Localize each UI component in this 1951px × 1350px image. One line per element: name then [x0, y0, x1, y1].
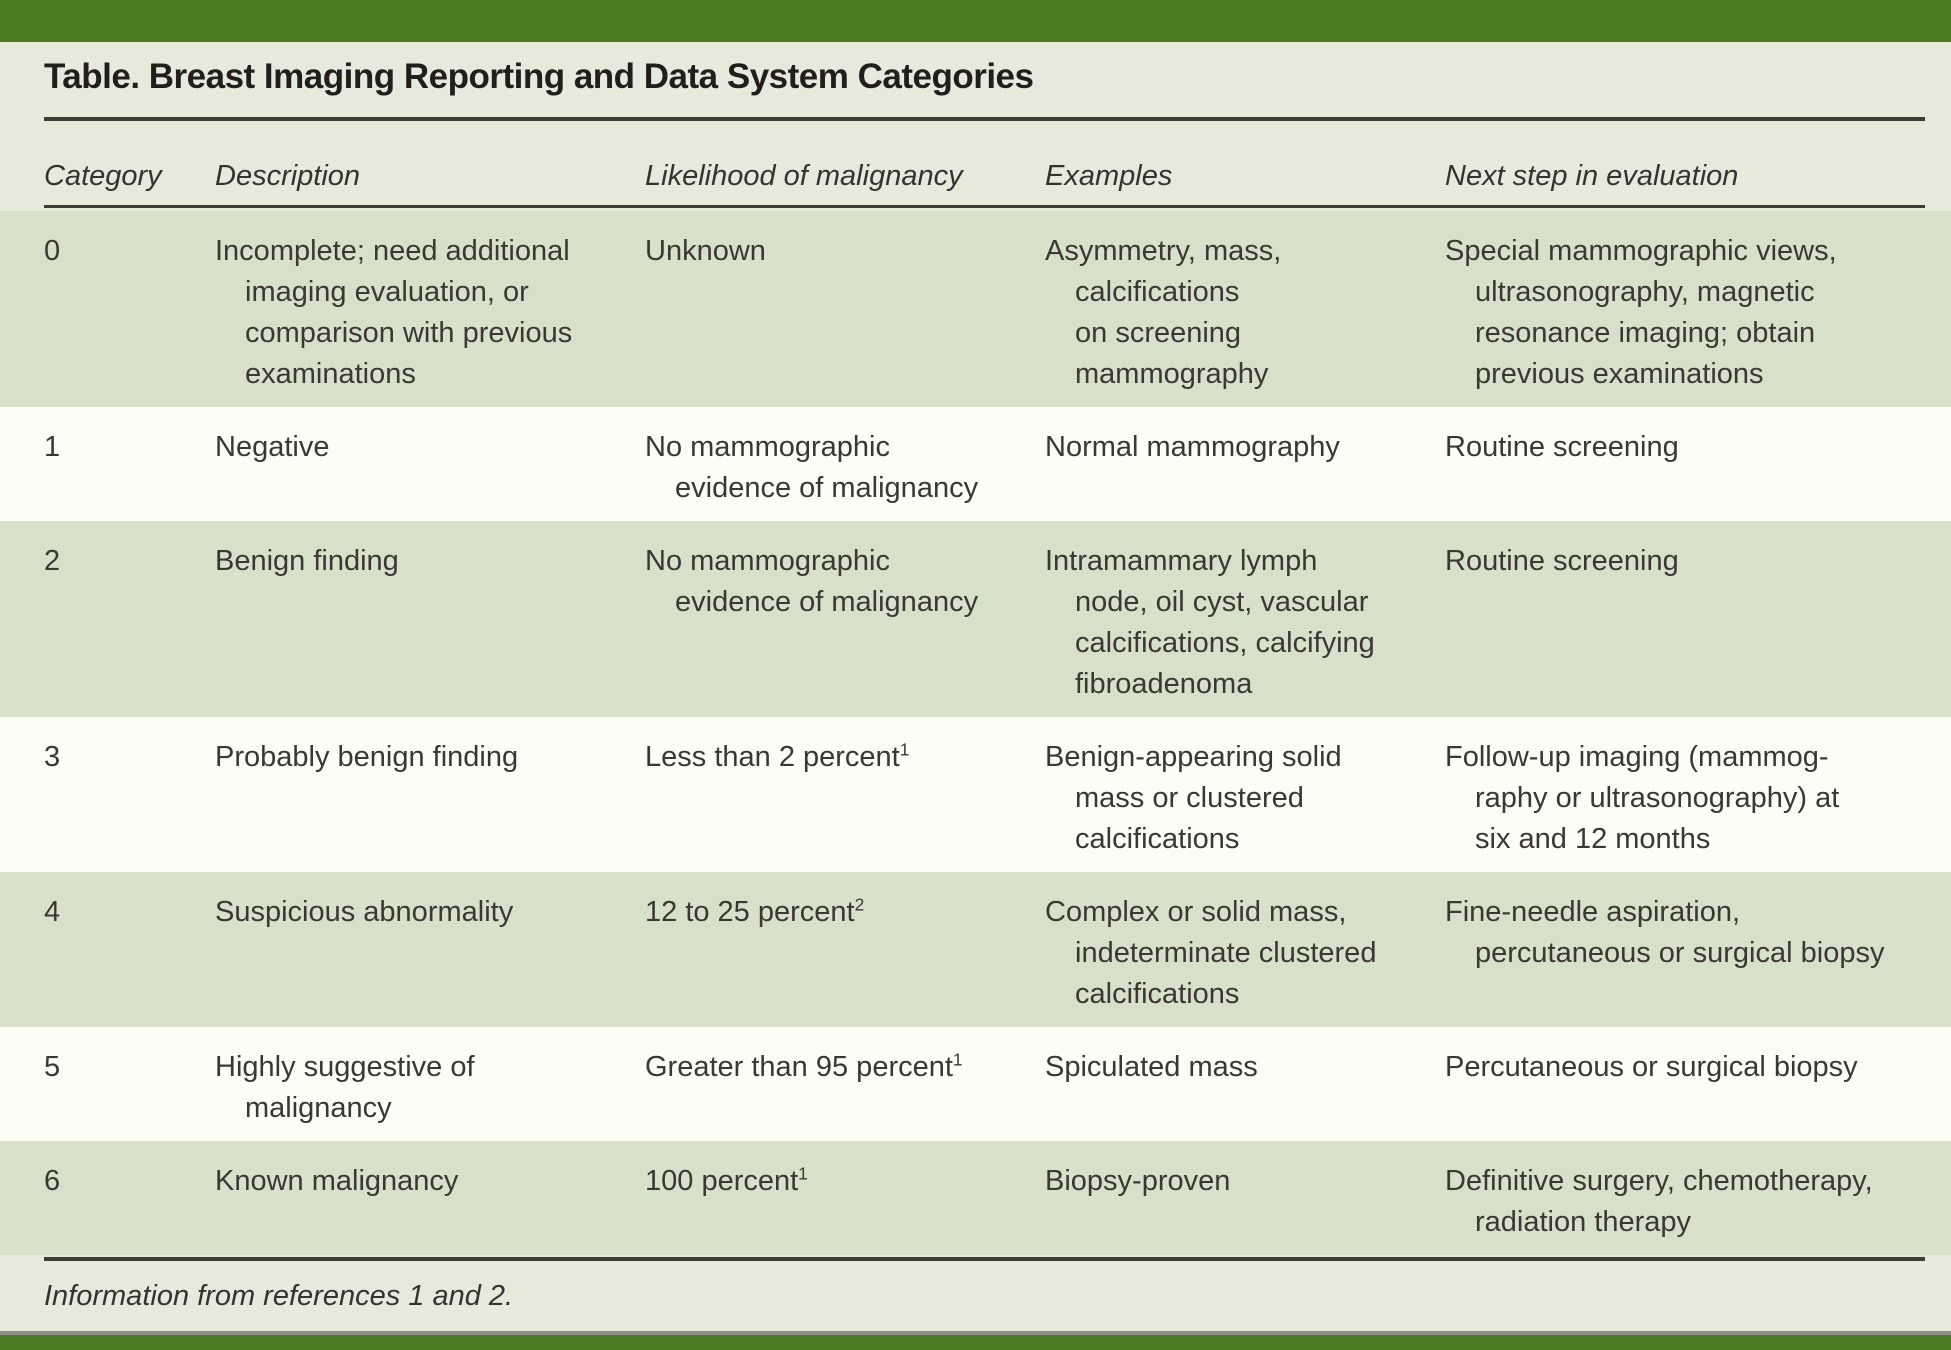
- cell-category: 3: [44, 741, 61, 773]
- cell-description: Highly suggestive of malignancy: [215, 1051, 475, 1124]
- cell-description: Negative: [215, 431, 330, 463]
- table-row: 5 Highly suggestive of malignancy Greate…: [0, 1027, 1951, 1141]
- table-row: 3 Probably benign finding Less than 2 pe…: [0, 717, 1951, 872]
- cell-likelihood: Unknown: [645, 231, 1045, 395]
- cell-description: Benign finding: [215, 545, 399, 577]
- table-row: 6 Known malignancy 100 percent1 Biopsy-p…: [0, 1141, 1951, 1255]
- likelihood-text: Greater than 95 percent: [645, 1051, 953, 1083]
- table-row: 2 Benign finding No mammographic evidenc…: [0, 521, 1951, 717]
- table-row: 1 Negative No mammographic evidence of m…: [0, 407, 1951, 521]
- header-rule: [44, 205, 1925, 208]
- cell-category: 5: [44, 1051, 61, 1083]
- cell-description: Known malignancy: [215, 1165, 459, 1197]
- table-row: 0 Incomplete; need additional imaging ev…: [0, 211, 1951, 407]
- table-footnote: Information from references 1 and 2.: [44, 1280, 514, 1312]
- cell-description: Probably benign finding: [215, 741, 519, 773]
- cell-description: Suspicious abnormality: [215, 896, 514, 928]
- cell-category: 4: [44, 896, 61, 928]
- column-header-description: Description: [215, 160, 361, 192]
- cell-next-step: Fine-needle aspiration, percutaneous or …: [1445, 896, 1885, 969]
- cell-likelihood: 100 percent1: [645, 1161, 1045, 1243]
- table-body: 0 Incomplete; need additional imaging ev…: [0, 211, 1951, 1255]
- cell-examples: Biopsy-proven: [1045, 1165, 1231, 1197]
- cell-next-step: Special mammographic views, ultrasonogra…: [1445, 235, 1837, 390]
- bottom-divider-line: [0, 1331, 1951, 1335]
- footer-rule: [44, 1257, 1925, 1261]
- bottom-accent-bar: [0, 1335, 1951, 1350]
- cell-examples: Complex or solid mass, indeterminate clu…: [1045, 896, 1377, 1010]
- cell-next-step: Routine screening: [1445, 431, 1679, 463]
- cell-likelihood: No mammographic evidence of malignancy: [645, 541, 1045, 705]
- cell-category: 6: [44, 1165, 61, 1197]
- cell-category: 1: [44, 431, 61, 463]
- cell-next-step: Definitive surgery, chemotherapy, radiat…: [1445, 1165, 1873, 1238]
- cell-next-step: Routine screening: [1445, 545, 1679, 577]
- cell-examples: Spiculated mass: [1045, 1051, 1258, 1083]
- cell-category: 2: [44, 545, 61, 577]
- table-header-row: Category Description Likelihood of malig…: [0, 121, 1951, 205]
- likelihood-reference-superscript: 1: [899, 739, 910, 760]
- likelihood-text: 12 to 25 percent: [645, 896, 855, 928]
- likelihood-reference-superscript: 2: [854, 894, 865, 915]
- column-header-next-step: Next step in evaluation: [1445, 160, 1739, 192]
- cell-likelihood: 12 to 25 percent2: [645, 892, 1045, 1015]
- cell-likelihood: No mammographic evidence of malignancy: [645, 427, 1045, 509]
- table-title: Table. Breast Imaging Reporting and Data…: [44, 57, 1034, 96]
- cell-examples: Normal mammography: [1045, 431, 1340, 463]
- column-header-category: Category: [44, 160, 162, 192]
- cell-examples: Benign-appearing solid mass or clustered…: [1045, 741, 1342, 855]
- likelihood-text: No mammographic evidence of malignancy: [645, 431, 979, 504]
- cell-examples: Asymmetry, mass, calcifications on scree…: [1045, 235, 1282, 390]
- cell-examples: Intramammary lymph node, oil cyst, vascu…: [1045, 545, 1375, 700]
- column-header-likelihood: Likelihood of malignancy: [645, 160, 963, 192]
- cell-category: 0: [44, 235, 61, 267]
- cell-next-step: Follow-up imaging (mammog- raphy or ultr…: [1445, 741, 1840, 855]
- likelihood-text: Unknown: [645, 235, 766, 267]
- cell-likelihood: Greater than 95 percent1: [645, 1047, 1045, 1129]
- top-accent-bar: [0, 0, 1951, 42]
- likelihood-text: No mammographic evidence of malignancy: [645, 545, 979, 618]
- cell-description: Incomplete; need additional imaging eval…: [215, 235, 573, 390]
- likelihood-text: 100 percent: [645, 1165, 799, 1197]
- table-row: 4 Suspicious abnormality 12 to 25 percen…: [0, 872, 1951, 1027]
- column-header-examples: Examples: [1045, 160, 1173, 192]
- likelihood-reference-superscript: 1: [798, 1163, 808, 1184]
- likelihood-reference-superscript: 1: [952, 1049, 963, 1070]
- likelihood-text: Less than 2 percent: [645, 741, 900, 773]
- cell-next-step: Percutaneous or surgical biopsy: [1445, 1051, 1858, 1083]
- title-rule: [44, 117, 1925, 121]
- cell-likelihood: Less than 2 percent1: [645, 737, 1045, 860]
